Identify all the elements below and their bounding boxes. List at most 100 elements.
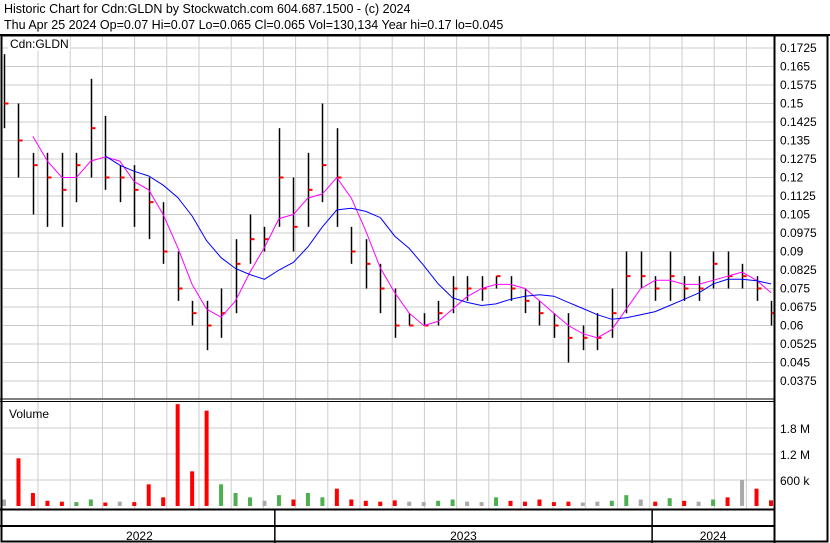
- close-tick: [308, 188, 313, 191]
- close-tick: [728, 275, 733, 278]
- price-tick-label: 0.1125: [780, 189, 816, 203]
- year-label: 2023: [450, 529, 477, 543]
- volume-bar: [262, 500, 267, 506]
- close-tick: [322, 164, 327, 167]
- volume-bar: [16, 458, 21, 506]
- quote-summary: Thu Apr 25 2024 Op=0.07 Hi=0.07 Lo=0.065…: [4, 18, 503, 32]
- volume-bar: [378, 501, 383, 506]
- volume-bars: [2, 404, 773, 506]
- volume-bar: [479, 502, 484, 506]
- close-tick: [18, 139, 23, 142]
- close-tick: [525, 299, 530, 302]
- close-tick: [395, 324, 400, 327]
- volume-bar: [175, 404, 180, 506]
- price-tick-label: 0.1425: [780, 115, 817, 129]
- volume-bar: [291, 499, 296, 506]
- close-tick: [453, 287, 458, 290]
- close-tick: [207, 324, 212, 327]
- volume-bar: [103, 502, 108, 506]
- volume-tick-label: 1.2 M: [780, 448, 810, 462]
- close-tick: [612, 312, 617, 315]
- price-tick-label: 0.06: [780, 319, 804, 333]
- volume-bar: [320, 497, 325, 506]
- volume-bar: [334, 488, 339, 506]
- volume-bar: [305, 493, 310, 506]
- volume-bar: [725, 497, 730, 506]
- close-tick: [192, 312, 197, 315]
- close-tick: [236, 262, 241, 265]
- volume-bar: [696, 501, 701, 506]
- close-tick: [221, 312, 226, 315]
- volume-bar: [754, 488, 759, 506]
- volume-bar: [580, 502, 585, 506]
- price-tick-label: 0.045: [780, 356, 810, 370]
- price-tick-label: 0.09: [780, 245, 804, 259]
- volume-bar: [522, 501, 527, 506]
- volume-tick-label: 1.8 M: [780, 422, 810, 436]
- volume-bar: [551, 502, 556, 506]
- volume-label: Volume: [9, 407, 49, 421]
- close-tick: [76, 164, 81, 167]
- volume-bar: [624, 495, 629, 506]
- volume-bar: [494, 497, 499, 506]
- volume-bar: [682, 500, 687, 506]
- close-tick: [4, 102, 9, 105]
- long-moving-average-line: [105, 155, 772, 320]
- close-tick: [655, 287, 660, 290]
- close-tick: [264, 238, 269, 241]
- close-tick: [134, 188, 139, 191]
- close-tick: [178, 287, 183, 290]
- close-tick: [279, 176, 284, 179]
- volume-bar: [363, 500, 368, 506]
- close-tick: [496, 275, 501, 278]
- price-tick-label: 0.15: [780, 97, 804, 111]
- close-tick: [250, 238, 255, 241]
- volume-bar: [132, 502, 137, 506]
- volume-bar: [392, 500, 397, 506]
- close-tick: [91, 127, 96, 130]
- volume-bar: [2, 499, 6, 506]
- volume-bar: [740, 480, 745, 506]
- volume-bar: [190, 471, 195, 506]
- close-tick: [293, 225, 298, 228]
- close-tick: [438, 312, 443, 315]
- volume-bar: [146, 484, 151, 506]
- grid: [3, 36, 774, 509]
- volume-bar: [465, 501, 470, 506]
- close-tick: [409, 324, 414, 327]
- price-tick-label: 0.12: [780, 171, 804, 185]
- volume-bar: [30, 493, 35, 506]
- price-tick-label: 0.075: [780, 282, 810, 296]
- close-tick: [120, 176, 125, 179]
- close-tick: [684, 287, 689, 290]
- volume-bar: [595, 501, 600, 506]
- symbol-label-bg: [8, 37, 70, 51]
- close-tick: [424, 324, 429, 327]
- close-tick: [699, 287, 704, 290]
- price-tick-label: 0.0675: [780, 300, 817, 314]
- short-moving-average-line: [32, 136, 772, 339]
- volume-bar: [537, 499, 542, 506]
- volume-bar: [161, 497, 166, 506]
- close-tick: [554, 324, 559, 327]
- year-label: 2024: [700, 529, 727, 543]
- volume-bar: [233, 493, 238, 506]
- price-tick-label: 0.0975: [780, 226, 817, 240]
- volume-bar: [638, 499, 643, 506]
- volume-bar: [566, 501, 571, 506]
- close-tick: [713, 262, 718, 265]
- volume-bar: [276, 495, 281, 506]
- price-tick-label: 0.165: [780, 60, 810, 74]
- axis-ticks: 0.1725 0.165 0.1575 0.15 0.1425 0.135 0.1275 0.…: [780, 41, 817, 488]
- close-tick: [641, 275, 646, 278]
- close-tick: [597, 336, 602, 339]
- price-tick-label: 0.1725: [780, 41, 817, 55]
- volume-bar: [117, 501, 122, 506]
- close-tick: [467, 287, 472, 290]
- close-tick: [62, 188, 67, 191]
- close-tick: [626, 275, 631, 278]
- volume-bar: [711, 499, 716, 506]
- price-tick-label: 0.1575: [780, 78, 817, 92]
